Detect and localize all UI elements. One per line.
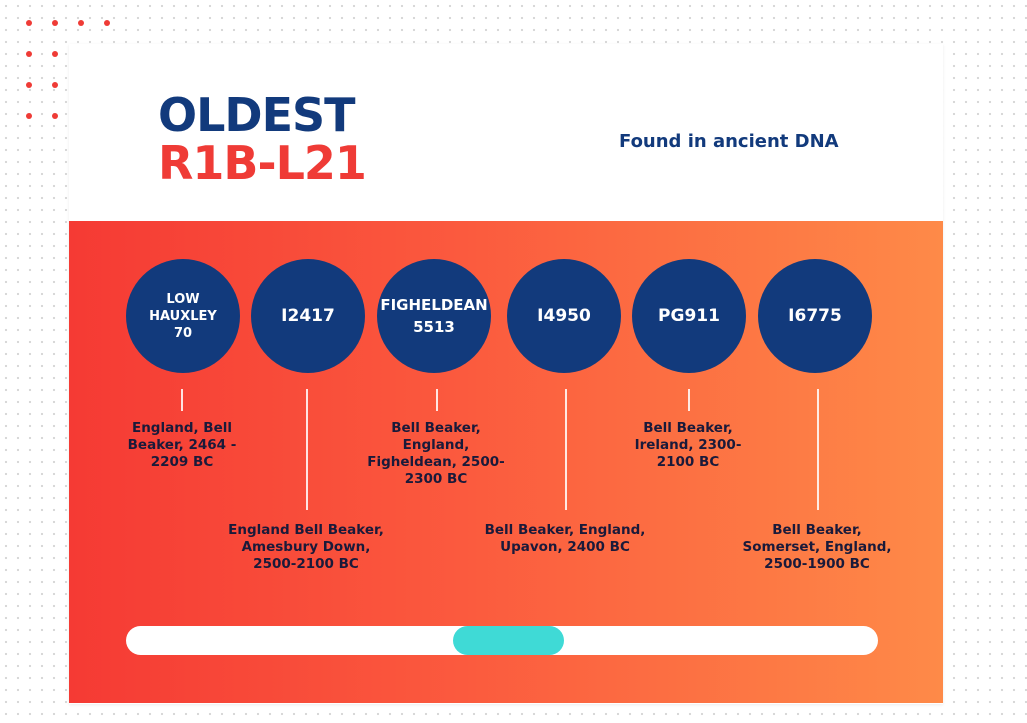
title-line-2: R1B-L21 [158,136,367,190]
title-line-1: OLDEST [158,88,356,142]
connector-line [306,389,308,510]
sample-description: Bell Beaker, England, Figheldean, 2500-2… [367,420,505,487]
subtitle: Found in ancient DNA [619,131,839,152]
sample-circle-figheldean[interactable]: FIGHELDEAN 5513 [377,259,491,373]
sample-id: LOW HAUXLEY 70 [149,291,217,341]
sample-id: I2417 [281,306,335,326]
scrollbar-thumb[interactable] [452,626,564,655]
sample-circle-i2417[interactable]: I2417 [251,259,365,373]
sample-description: Bell Beaker, Ireland, 2300-2100 BC [634,420,742,470]
sample-circle-i4950[interactable]: I4950 [507,259,621,373]
sample-description: England, Bell Beaker, 2464 - 2209 BC [127,420,237,470]
sample-id: I4950 [537,306,591,326]
connector-line [688,389,690,411]
sample-circle-i6775[interactable]: I6775 [758,259,872,373]
connector-line [436,389,438,411]
sample-id: I6775 [788,306,842,326]
sample-description: Bell Beaker, Somerset, England, 2500-190… [742,522,892,572]
sample-description: Bell Beaker, England, Upavon, 2400 BC [484,522,646,555]
sample-id: PG911 [658,306,720,326]
connector-line [817,389,819,510]
connector-line [565,389,567,510]
sample-description: England Bell Beaker, Amesbury Down, 2500… [228,522,384,572]
sample-circle-low-hauxley[interactable]: LOW HAUXLEY 70 [126,259,240,373]
sample-id: FIGHELDEAN 5513 [380,296,488,336]
connector-line [181,389,183,411]
sample-circle-pg911[interactable]: PG911 [632,259,746,373]
